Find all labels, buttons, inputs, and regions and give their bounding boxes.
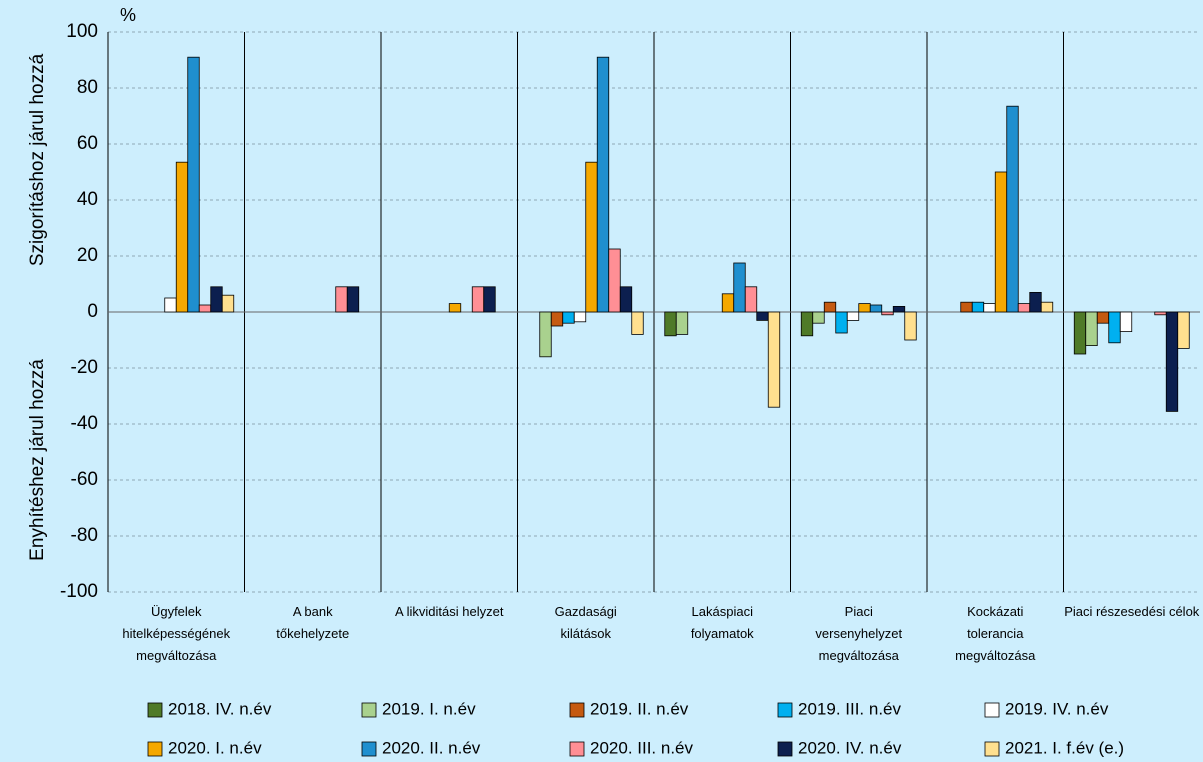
- bar: [1017, 303, 1031, 313]
- x-tick-label: Ügyfelek hitelképességének megváltozása: [122, 604, 231, 663]
- bar: [983, 303, 996, 313]
- bar: [585, 161, 598, 313]
- bar: [675, 311, 689, 335]
- legend-label: 2018. IV. n.év: [168, 699, 272, 718]
- legend-swatch: [147, 702, 163, 718]
- bar: [483, 286, 496, 313]
- legend-swatch: [777, 702, 793, 718]
- bar: [539, 311, 552, 358]
- bar: [960, 301, 973, 313]
- bar: [210, 286, 223, 313]
- x-tick-label: A bank tőkehelyzete: [276, 604, 350, 641]
- y-tick-label: -60: [71, 469, 98, 490]
- bar: [721, 293, 735, 313]
- legend-swatch: [569, 741, 585, 757]
- bar: [744, 286, 758, 313]
- bar: [858, 303, 871, 313]
- bar: [596, 56, 610, 313]
- legend-swatch: [984, 702, 1000, 718]
- y-tick-label: 20: [77, 245, 98, 266]
- y-axis-label-upper: Szigorításhoz járul hozzá: [27, 53, 48, 266]
- bar: [846, 311, 860, 321]
- bar: [1029, 291, 1042, 313]
- x-tick-label: Piaci versenyhelyzet megváltozása: [815, 604, 903, 663]
- bar: [221, 294, 235, 313]
- bar: [619, 286, 633, 313]
- legend-swatch: [777, 741, 793, 757]
- bar: [608, 248, 621, 313]
- bar: [1040, 301, 1054, 313]
- y-tick-label: 0: [87, 301, 98, 322]
- bar: [1154, 311, 1167, 316]
- x-tick-label: Gazdasági kilátások: [554, 604, 617, 641]
- bar: [562, 311, 575, 324]
- bar: [1096, 311, 1110, 324]
- y-tick-label: 80: [77, 77, 98, 98]
- bar: [664, 311, 677, 337]
- y-tick-label: -20: [71, 357, 98, 378]
- bar: [573, 311, 587, 323]
- y-tick-label: 100: [66, 21, 98, 42]
- y-tick-label: -80: [71, 525, 98, 546]
- bar: [1108, 311, 1121, 344]
- legend-swatch: [569, 702, 585, 718]
- bar: [904, 311, 917, 341]
- bar: [994, 171, 1008, 313]
- bar: [1177, 311, 1190, 349]
- bar: [812, 311, 825, 324]
- x-tick-label: Piaci részesedési célok: [1064, 604, 1200, 619]
- legend-swatch: [361, 702, 377, 718]
- legend-label: 2019. II. n.év: [590, 699, 689, 718]
- x-tick-label: Kockázati tolerancia megváltozása: [955, 604, 1036, 663]
- bar: [1006, 105, 1019, 313]
- legend-label: 2019. III. n.év: [798, 699, 902, 718]
- bar: [881, 311, 894, 316]
- x-tick-label: A likviditási helyzet: [395, 604, 504, 619]
- bar: [971, 301, 985, 313]
- bar: [767, 311, 781, 408]
- bar: [733, 262, 746, 313]
- x-tick-label: Lakáspiaci folyamatok: [690, 604, 754, 641]
- bar: [1085, 311, 1098, 346]
- y-tick-label: -100: [60, 581, 98, 602]
- bar: [869, 304, 883, 313]
- legend-swatch: [984, 741, 1000, 757]
- bar: [631, 311, 644, 335]
- bar: [335, 286, 348, 313]
- bar: [756, 311, 769, 321]
- bar: [471, 286, 485, 313]
- bar: [1119, 311, 1133, 333]
- bar: [187, 56, 200, 313]
- unit-label: %: [120, 5, 136, 25]
- y-tick-label: -40: [71, 413, 98, 434]
- legend-label: 2019. IV. n.év: [1005, 699, 1109, 718]
- bar: [550, 311, 564, 327]
- bar: [164, 297, 177, 313]
- legend-label: 2021. I. f.év (e.): [1005, 738, 1124, 757]
- legend-label: 2020. IV. n.év: [798, 738, 902, 757]
- legend-swatch: [361, 741, 377, 757]
- bar: [800, 311, 814, 337]
- bar: [835, 311, 848, 334]
- y-axis-label-lower: Enyhítéshez járul hozzá: [27, 359, 48, 561]
- bar: [823, 301, 837, 313]
- legend-swatch: [147, 741, 163, 757]
- legend-label: 2020. II. n.év: [382, 738, 481, 757]
- bar: [448, 303, 462, 313]
- bar: [198, 304, 212, 313]
- bar: [1073, 311, 1087, 355]
- bar: [1165, 311, 1179, 412]
- y-tick-label: 40: [77, 189, 98, 210]
- bar: [175, 161, 189, 313]
- legend-label: 2020. III. n.év: [590, 738, 694, 757]
- legend-label: 2020. I. n.év: [168, 738, 262, 757]
- bar: [892, 305, 906, 313]
- bar: [346, 286, 360, 313]
- legend-label: 2019. I. n.év: [382, 699, 476, 718]
- y-tick-label: 60: [77, 133, 98, 154]
